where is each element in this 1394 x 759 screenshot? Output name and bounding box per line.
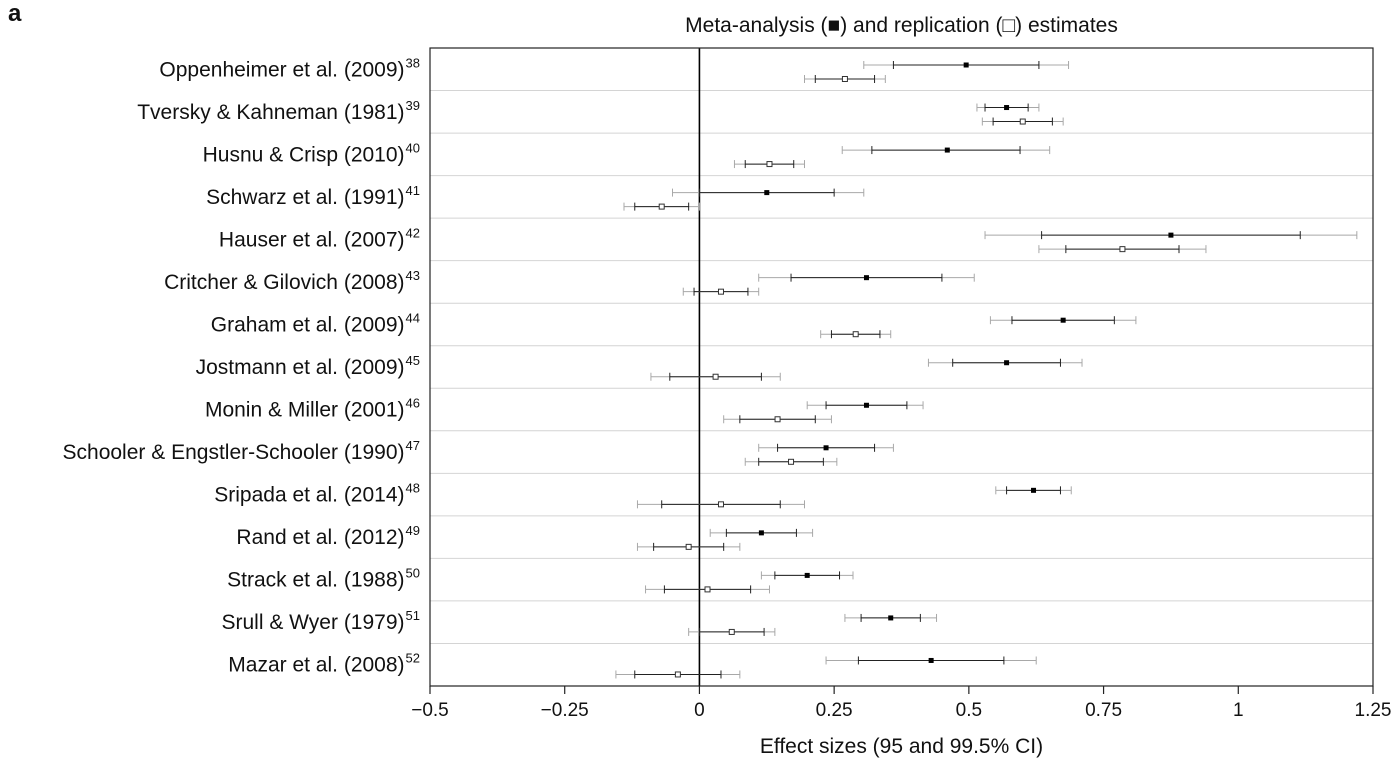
replication-estimate-marker xyxy=(658,203,665,210)
study-label: Oppenheimer et al. (2009) xyxy=(159,58,404,81)
study-reference-number: 45 xyxy=(406,353,420,368)
meta-estimate-marker xyxy=(1004,360,1010,366)
study-label: Husnu & Crisp (2010) xyxy=(203,143,405,166)
x-tick-label: −0.5 xyxy=(411,700,449,721)
plot-frame xyxy=(429,47,1374,687)
study-reference-number: 42 xyxy=(406,225,420,240)
study-reference-number: 40 xyxy=(406,140,420,155)
study-label: Schooler & Engstler-Schooler (1990) xyxy=(63,441,405,464)
meta-estimate-marker xyxy=(1004,105,1010,111)
study-label: Strack et al. (1988) xyxy=(227,569,404,592)
x-tick-label: 0.25 xyxy=(816,700,853,721)
x-axis-label: Effect sizes (95 and 99.5% CI) xyxy=(759,735,1044,758)
x-tick-label: −0.25 xyxy=(541,700,589,721)
study-reference-number: 44 xyxy=(406,310,420,325)
meta-estimate-marker xyxy=(1168,232,1174,238)
study-reference-number: 48 xyxy=(406,481,420,496)
meta-estimate-marker xyxy=(944,147,950,153)
meta-estimate-marker xyxy=(863,275,869,281)
meta-estimate-marker xyxy=(928,657,934,663)
meta-estimate-marker xyxy=(863,402,869,408)
study-label: Srull & Wyer (1979) xyxy=(221,611,404,634)
study-reference-number: 38 xyxy=(406,55,420,70)
replication-estimate-marker xyxy=(766,161,773,168)
study-label: Jostmann et al. (2009) xyxy=(196,356,405,379)
replication-estimate-marker xyxy=(712,373,719,380)
study-reference-number: 51 xyxy=(406,608,420,623)
replication-estimate-marker xyxy=(788,458,795,465)
x-tick-label: 0.5 xyxy=(956,700,982,721)
replication-estimate-marker xyxy=(728,628,735,635)
x-tick-label: 1 xyxy=(1233,700,1244,721)
meta-estimate-marker xyxy=(1031,487,1037,493)
study-reference-number: 41 xyxy=(406,183,420,198)
study-label: Hauser et al. (2007) xyxy=(219,228,405,251)
panel-letter: a xyxy=(8,0,22,27)
replication-estimate-marker xyxy=(852,331,859,338)
replication-estimate-marker xyxy=(1119,246,1126,253)
study-reference-number: 49 xyxy=(406,523,420,538)
replication-estimate-marker xyxy=(685,543,692,550)
x-tick-label: 0 xyxy=(694,700,705,721)
study-reference-number: 50 xyxy=(406,566,420,581)
study-label: Rand et al. (2012) xyxy=(236,526,404,549)
replication-estimate-marker xyxy=(1019,118,1026,125)
study-label: Sripada et al. (2014) xyxy=(214,484,404,507)
chart-title: Meta-analysis (■) and replication (□) es… xyxy=(685,14,1118,37)
study-label: Tversky & Kahneman (1981) xyxy=(137,101,404,124)
replication-estimate-marker xyxy=(841,76,848,82)
replication-estimate-marker xyxy=(717,501,724,508)
study-reference-number: 39 xyxy=(406,98,420,113)
replication-estimate-marker xyxy=(704,586,711,593)
study-label: Critcher & Gilovich (2008) xyxy=(164,271,404,294)
meta-estimate-marker xyxy=(823,445,829,451)
study-reference-number: 43 xyxy=(406,268,420,283)
replication-estimate-marker xyxy=(674,671,681,678)
meta-estimate-marker xyxy=(1060,317,1066,323)
study-label: Monin & Miller (2001) xyxy=(205,399,405,422)
meta-estimate-marker xyxy=(804,572,810,578)
replication-estimate-marker xyxy=(717,288,724,295)
study-reference-number: 52 xyxy=(406,651,420,666)
meta-estimate-marker xyxy=(888,615,894,621)
study-label: Mazar et al. (2008) xyxy=(228,654,404,677)
meta-estimate-marker xyxy=(764,190,770,196)
study-label: Schwarz et al. (1991) xyxy=(206,186,404,209)
x-tick-label: 0.75 xyxy=(1085,700,1122,721)
study-reference-number: 47 xyxy=(406,438,420,453)
replication-estimate-marker xyxy=(774,416,781,423)
meta-estimate-marker xyxy=(758,530,764,536)
study-reference-number: 46 xyxy=(406,396,420,411)
x-tick-label: 1.25 xyxy=(1355,700,1392,721)
study-label: Graham et al. (2009) xyxy=(211,313,405,336)
meta-estimate-marker xyxy=(963,62,969,68)
